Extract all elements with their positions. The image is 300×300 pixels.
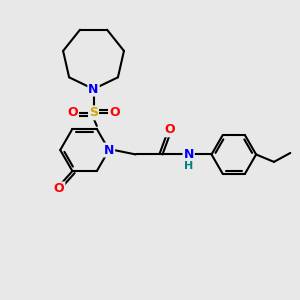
Text: O: O <box>68 106 78 119</box>
Text: N: N <box>184 148 194 161</box>
Text: S: S <box>89 106 98 119</box>
Text: O: O <box>165 123 175 136</box>
Text: O: O <box>54 182 64 195</box>
Text: O: O <box>109 106 120 119</box>
Text: H: H <box>184 161 193 171</box>
Text: N: N <box>104 143 114 157</box>
Text: N: N <box>88 82 99 96</box>
